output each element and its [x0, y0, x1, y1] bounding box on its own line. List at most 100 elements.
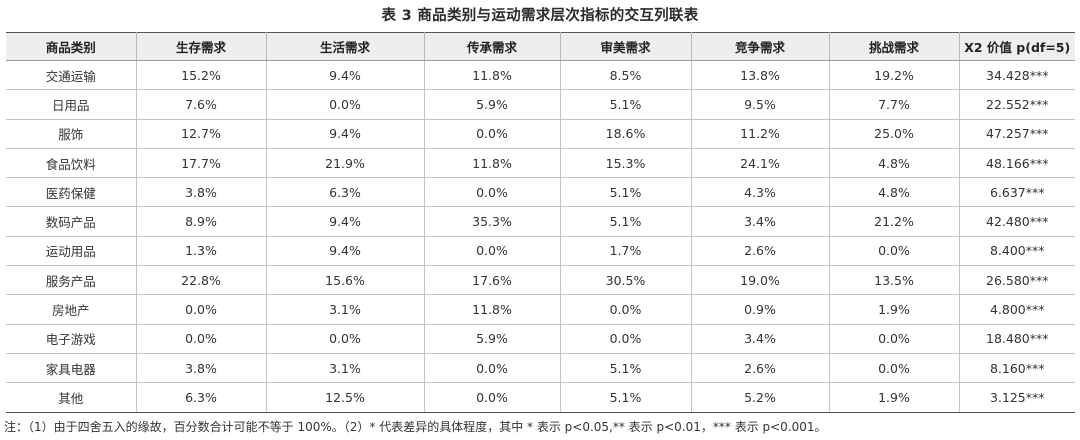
cell-category: 运动用品	[6, 235, 137, 267]
cell-challenge: 19.2%	[828, 59, 960, 91]
cell-living: 3.1%	[265, 294, 425, 325]
cell-challenge: 1.9%	[828, 382, 960, 413]
cell-aesthetic: 5.1%	[559, 206, 692, 237]
cell-heritage: 35.3%	[423, 206, 561, 237]
cell-competition: 0.9%	[690, 294, 830, 325]
cell-survival: 1.3%	[135, 235, 267, 267]
cell-living: 9.4%	[265, 59, 425, 91]
cell-chi-square: 26.580***	[958, 265, 1075, 296]
cell-category: 其他	[6, 382, 137, 413]
cell-survival: 6.3%	[135, 382, 267, 413]
table-row: 运动用品 1.3% 9.4% 0.0% 1.7% 2.6% 0.0% 8.400***	[6, 235, 1075, 267]
cell-aesthetic: 5.1%	[559, 352, 692, 384]
cell-living: 21.9%	[265, 147, 425, 179]
cell-category: 交通运输	[6, 59, 137, 91]
cell-category: 食品饮料	[6, 147, 137, 179]
cell-competition: 3.4%	[690, 323, 830, 354]
cell-competition: 19.0%	[690, 265, 830, 296]
cell-survival: 17.7%	[135, 147, 267, 179]
col-header-aesthetic: 审美需求	[559, 32, 692, 61]
cell-living: 3.1%	[265, 352, 425, 384]
cell-competition: 24.1%	[690, 147, 830, 179]
cell-heritage: 11.8%	[423, 147, 561, 179]
cell-challenge: 25.0%	[828, 118, 960, 149]
cell-challenge: 0.0%	[828, 235, 960, 267]
col-header-living: 生活需求	[265, 32, 425, 61]
cell-chi-square: 47.257***	[958, 118, 1075, 149]
cell-challenge: 7.7%	[828, 89, 960, 120]
cell-aesthetic: 30.5%	[559, 265, 692, 296]
table-row: 交通运输 15.2% 9.4% 11.8% 8.5% 13.8% 19.2% 34.428**…	[6, 59, 1075, 91]
cell-living: 12.5%	[265, 382, 425, 413]
cell-chi-square: 42.480***	[958, 206, 1075, 237]
cell-chi-square: 48.166***	[958, 147, 1075, 179]
table-row: 医药保健 3.8% 6.3% 0.0% 5.1% 4.3% 4.8% 6.637***	[6, 177, 1075, 208]
cell-challenge: 4.8%	[828, 147, 960, 179]
cell-chi-square: 34.428***	[958, 59, 1075, 91]
table-row: 数码产品 8.9% 9.4% 35.3% 5.1% 3.4% 21.2% 42.480***	[6, 206, 1075, 237]
cell-aesthetic: 5.1%	[559, 89, 692, 120]
table-row: 其他 6.3% 12.5% 0.0% 5.1% 5.2% 1.9% 3.125***	[6, 382, 1075, 413]
cell-category: 电子游戏	[6, 323, 137, 354]
cell-living: 9.4%	[265, 206, 425, 237]
table-title: 表 3 商品类别与运动需求层次指标的交互列联表	[381, 8, 699, 24]
col-header-chi-square: X2 价值 p(df=5)	[958, 32, 1075, 61]
cell-chi-square: 22.552***	[958, 89, 1075, 120]
cell-aesthetic: 8.5%	[559, 59, 692, 91]
col-header-category: 商品类别	[6, 32, 137, 61]
cell-category: 服饰	[6, 118, 137, 149]
cell-survival: 0.0%	[135, 294, 267, 325]
cell-category: 日用品	[6, 89, 137, 120]
cell-category: 家具电器	[6, 352, 137, 384]
table-row: 食品饮料 17.7% 21.9% 11.8% 15.3% 24.1% 4.8% 48.166*…	[6, 147, 1075, 179]
cell-aesthetic: 18.6%	[559, 118, 692, 149]
cell-challenge: 0.0%	[828, 323, 960, 354]
cell-heritage: 11.8%	[423, 59, 561, 91]
cell-chi-square: 6.637***	[958, 177, 1075, 208]
cell-living: 0.0%	[265, 89, 425, 120]
cell-competition: 5.2%	[690, 382, 830, 413]
cell-challenge: 4.8%	[828, 177, 960, 208]
col-header-competition: 竞争需求	[690, 32, 830, 61]
table-row: 服饰 12.7% 9.4% 0.0% 18.6% 11.2% 25.0% 47.257***	[6, 118, 1075, 149]
cell-chi-square: 3.125***	[958, 382, 1075, 413]
table-row: 家具电器 3.8% 3.1% 0.0% 5.1% 2.6% 0.0% 8.160***	[6, 352, 1075, 384]
cell-heritage: 11.8%	[423, 294, 561, 325]
cell-chi-square: 4.800***	[958, 294, 1075, 325]
cell-aesthetic: 5.1%	[559, 177, 692, 208]
cell-competition: 11.2%	[690, 118, 830, 149]
cell-category: 医药保健	[6, 177, 137, 208]
table-row: 房地产 0.0% 3.1% 11.8% 0.0% 0.9% 1.9% 4.800***	[6, 294, 1075, 325]
cell-survival: 15.2%	[135, 59, 267, 91]
cell-aesthetic: 15.3%	[559, 147, 692, 179]
cell-competition: 3.4%	[690, 206, 830, 237]
cell-living: 9.4%	[265, 235, 425, 267]
cell-competition: 13.8%	[690, 59, 830, 91]
cell-competition: 9.5%	[690, 89, 830, 120]
cell-challenge: 0.0%	[828, 352, 960, 384]
cell-living: 0.0%	[265, 323, 425, 354]
cell-chi-square: 8.160***	[958, 352, 1075, 384]
cell-heritage: 17.6%	[423, 265, 561, 296]
cell-aesthetic: 0.0%	[559, 323, 692, 354]
cell-challenge: 21.2%	[828, 206, 960, 237]
cell-competition: 4.3%	[690, 177, 830, 208]
cell-competition: 2.6%	[690, 235, 830, 267]
table-row: 电子游戏 0.0% 0.0% 5.9% 0.0% 3.4% 0.0% 18.480***	[6, 323, 1075, 354]
cell-survival: 12.7%	[135, 118, 267, 149]
cell-category: 数码产品	[6, 206, 137, 237]
cell-survival: 8.9%	[135, 206, 267, 237]
cell-heritage: 5.9%	[423, 89, 561, 120]
cell-chi-square: 18.480***	[958, 323, 1075, 354]
table-row: 服务产品 22.8% 15.6% 17.6% 30.5% 19.0% 13.5% 26.580…	[6, 265, 1075, 296]
footnote: 注：（1）由于四舍五入的缘故，百分数合计可能不等于 100%。（2）* 代表差异…	[4, 420, 827, 434]
cell-living: 6.3%	[265, 177, 425, 208]
cell-category: 服务产品	[6, 265, 137, 296]
cell-heritage: 0.0%	[423, 382, 561, 413]
cell-aesthetic: 1.7%	[559, 235, 692, 267]
cell-living: 15.6%	[265, 265, 425, 296]
cell-challenge: 1.9%	[828, 294, 960, 325]
cell-heritage: 5.9%	[423, 323, 561, 354]
cell-heritage: 0.0%	[423, 118, 561, 149]
